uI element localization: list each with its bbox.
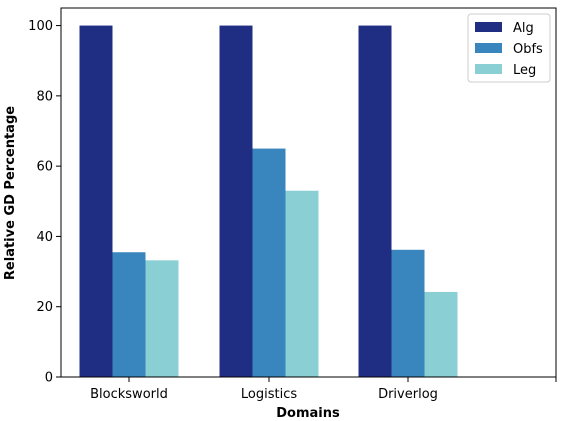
axes-frame (60, 7, 557, 378)
y-tick-label: 100 (28, 19, 53, 34)
bar-alg-driverlog (358, 25, 392, 377)
bar-obfs-logistics (252, 148, 286, 377)
bar-alg-logistics (219, 25, 253, 377)
x-tick-label: Blocksworld (90, 387, 168, 402)
bar-obfs-blocksworld (112, 252, 146, 377)
legend-swatch-alg (475, 22, 502, 32)
x-axis-label: Domains (276, 406, 340, 421)
x-ticks: Blocksworld Logistics Driverlog (90, 377, 557, 402)
legend: Alg Obfs Leg (467, 13, 551, 83)
bar-obfs-driverlog (391, 249, 425, 377)
bar-alg-blocksworld (79, 25, 113, 377)
legend-label-obfs: Obfs (513, 42, 543, 57)
axes (60, 7, 557, 378)
bar-leg-logistics (285, 190, 319, 377)
y-tick-label: 80 (36, 89, 53, 104)
legend-swatch-obfs (475, 43, 502, 53)
y-tick-label: 20 (36, 300, 53, 315)
x-tick-label: Logistics (241, 387, 297, 402)
legend-label-alg: Alg (513, 21, 534, 36)
legend-label-leg: Leg (513, 63, 536, 78)
y-tick-label: 0 (45, 371, 53, 386)
y-tick-label: 40 (36, 230, 53, 245)
x-tick-label: Driverlog (378, 387, 438, 402)
bar-leg-driverlog (424, 291, 458, 377)
bar-leg-blocksworld (145, 260, 179, 377)
y-tick-label: 60 (36, 160, 53, 175)
bars-group (79, 25, 458, 377)
legend-swatch-leg (475, 64, 502, 74)
y-ticks: 0 20 40 60 80 100 (28, 19, 61, 386)
y-axis-label: Relative GD Percentage (3, 106, 18, 280)
